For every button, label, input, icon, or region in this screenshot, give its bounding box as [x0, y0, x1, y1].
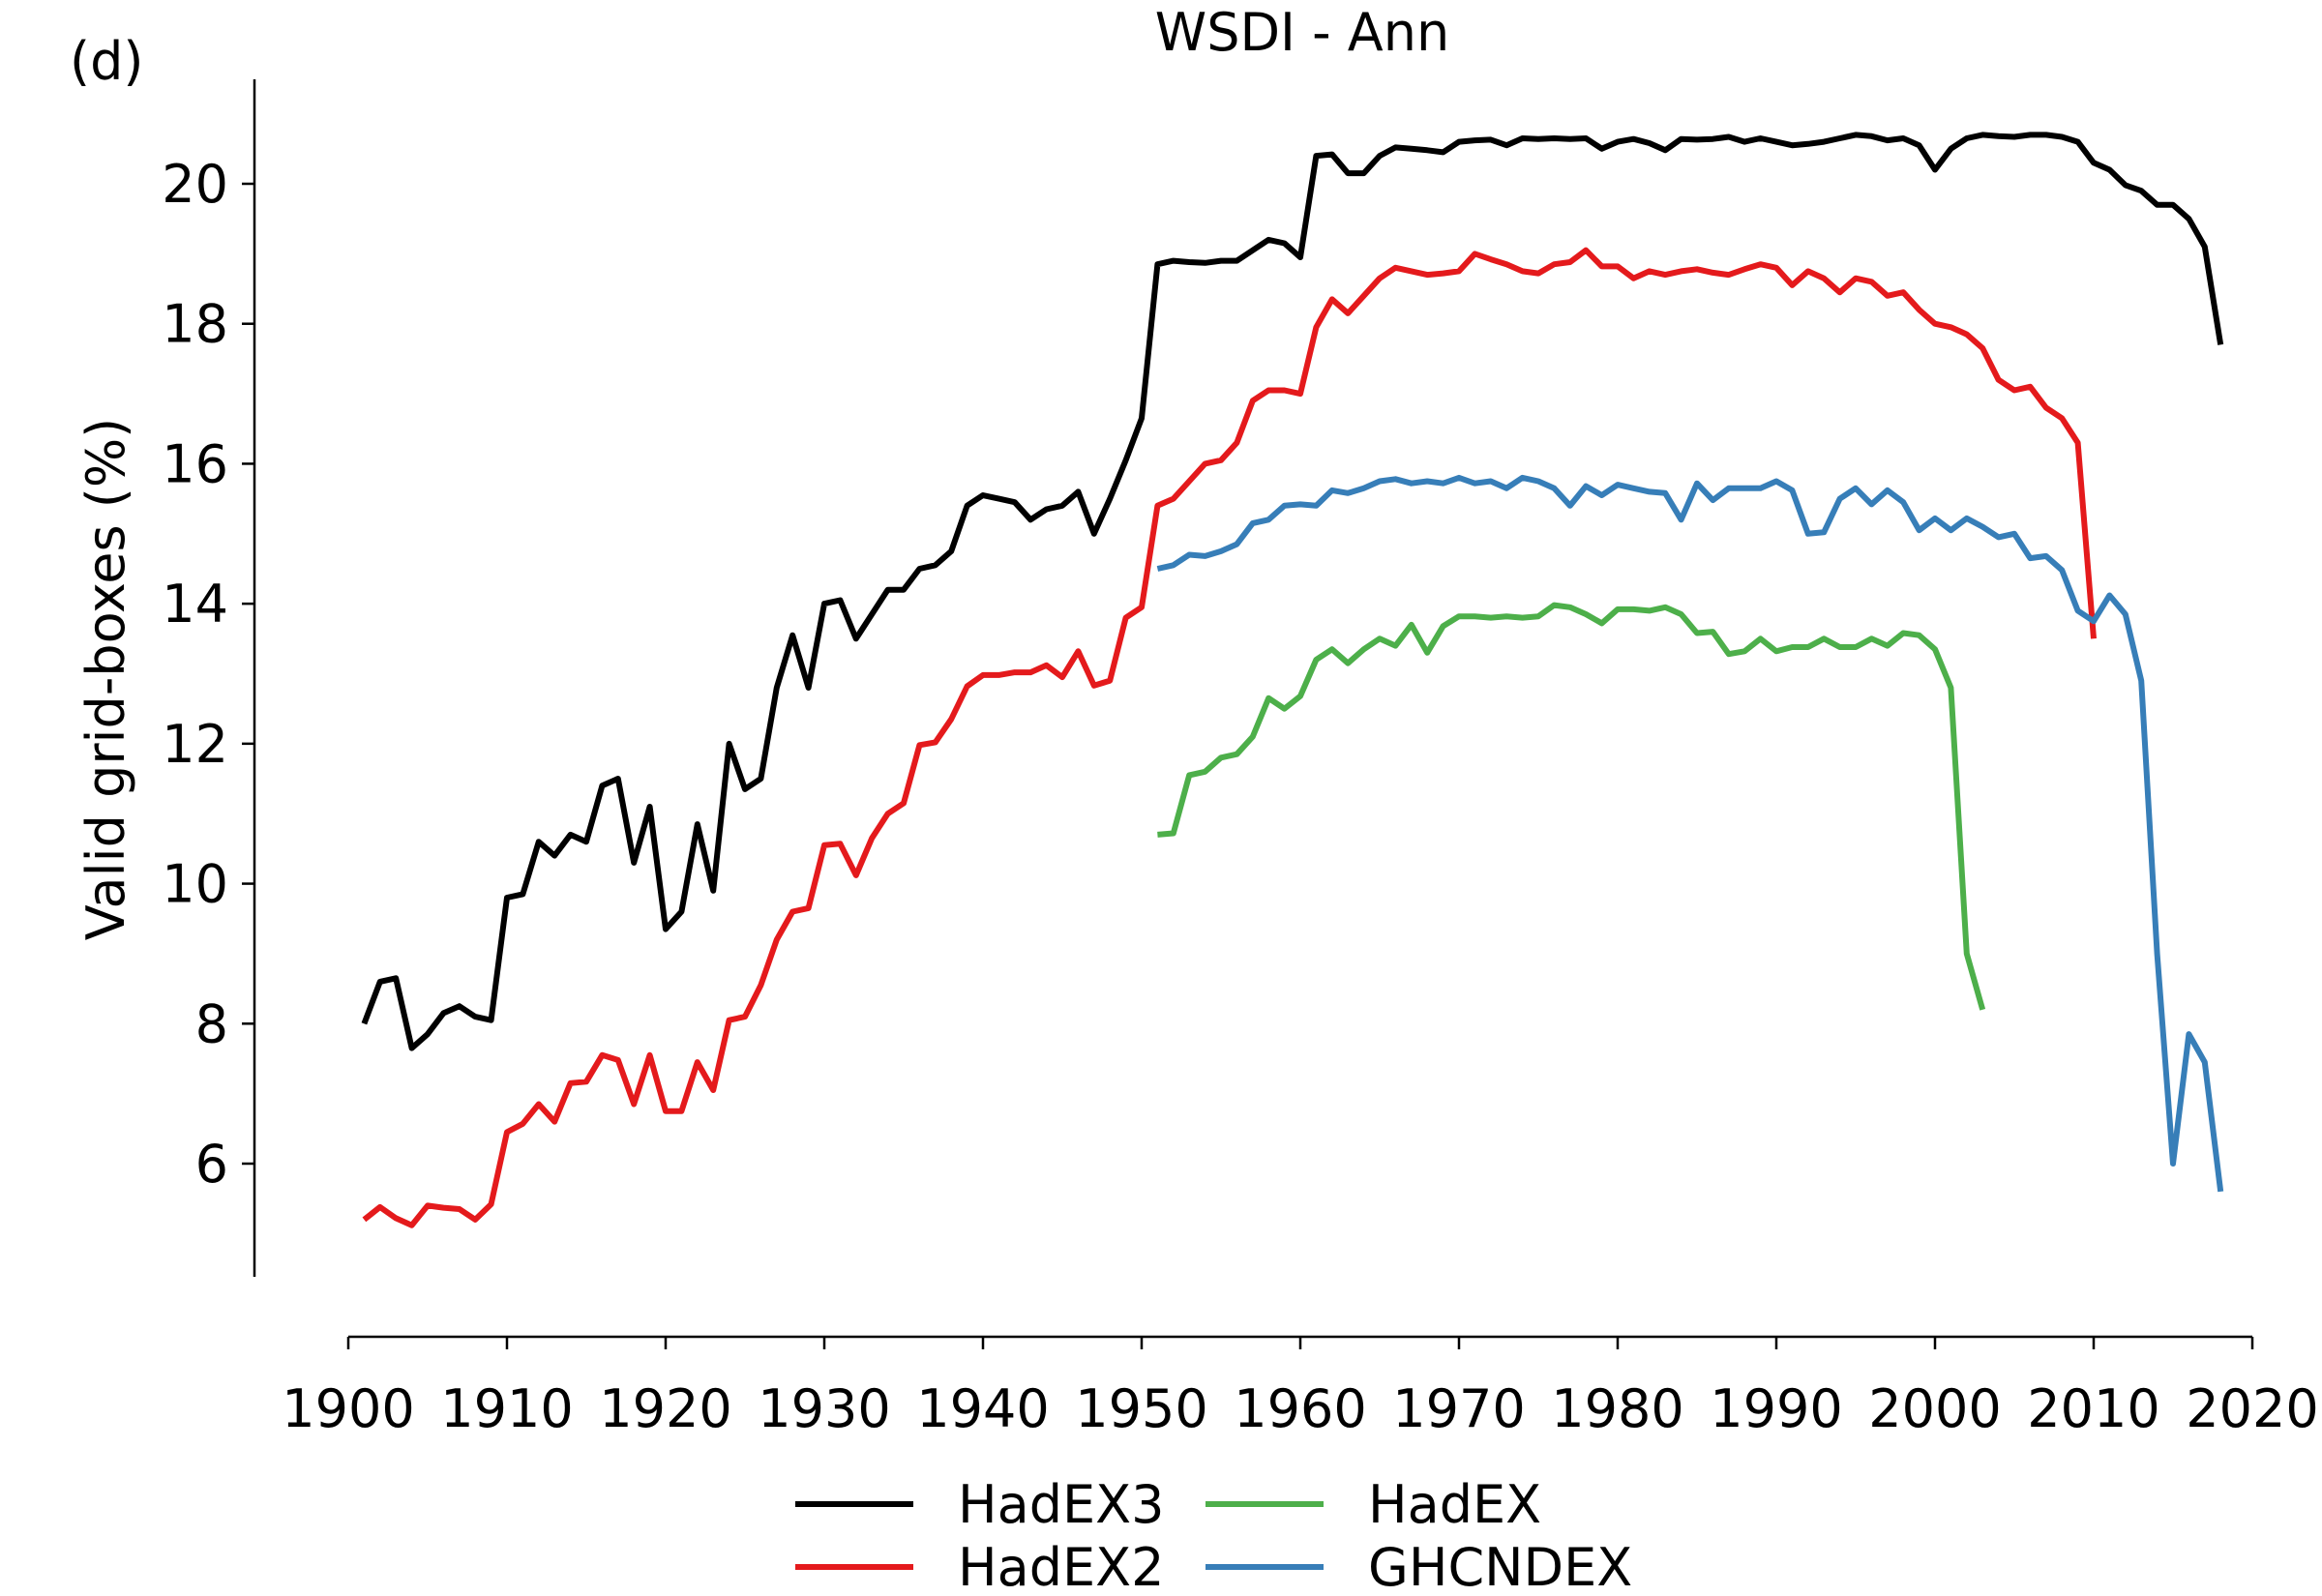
panel-label: (d) [70, 31, 143, 92]
x-tick-label: 1940 [916, 1378, 1049, 1439]
x-tick-label: 2010 [2027, 1378, 2159, 1439]
y-axis-label: Valid grid-boxes (%) [75, 418, 136, 940]
legend-label: GHCNDEX [1368, 1537, 1632, 1596]
chart-title: WSDI - Ann [1155, 2, 1449, 63]
x-tick-label: 1970 [1392, 1378, 1525, 1439]
y-tick-label: 16 [162, 433, 228, 494]
x-tick-label: 1990 [1710, 1378, 1842, 1439]
x-tick-label: 1980 [1551, 1378, 1683, 1439]
y-ticks: 6 8 10 12 14 16 18 20 [162, 154, 254, 1195]
y-tick-label: 10 [162, 854, 228, 915]
x-tick-label: 1960 [1234, 1378, 1366, 1439]
x-tick-label: 1920 [599, 1378, 731, 1439]
legend-label: HadEX3 [958, 1474, 1164, 1535]
series-lines [361, 132, 2224, 1228]
legend-label: HadEX2 [958, 1537, 1164, 1596]
legend-label: HadEX [1368, 1474, 1541, 1535]
y-tick-label: 8 [195, 993, 228, 1054]
x-tick-label: 1950 [1075, 1378, 1207, 1439]
series-line-hadex3 [361, 132, 2224, 1051]
series-line-hadex [1157, 602, 1986, 1011]
y-tick-label: 14 [162, 574, 228, 635]
x-tick-label: 1930 [758, 1378, 890, 1439]
y-tick-label: 20 [162, 154, 228, 215]
y-tick-label: 6 [195, 1134, 228, 1195]
x-tick-label: 2000 [1868, 1378, 2001, 1439]
y-tick-label: 12 [162, 714, 228, 775]
x-tick-label: 1900 [282, 1378, 414, 1439]
series-line-hadex2 [362, 247, 2097, 1228]
x-tick-label: 1910 [440, 1378, 573, 1439]
series-line-ghcndex [1156, 474, 2224, 1193]
x-tick-label: 2020 [2186, 1378, 2318, 1439]
y-tick-label: 18 [162, 294, 228, 355]
x-ticks: 1900 1910 1920 1930 1940 1950 1960 1970 1980 1990… [282, 1337, 2319, 1439]
